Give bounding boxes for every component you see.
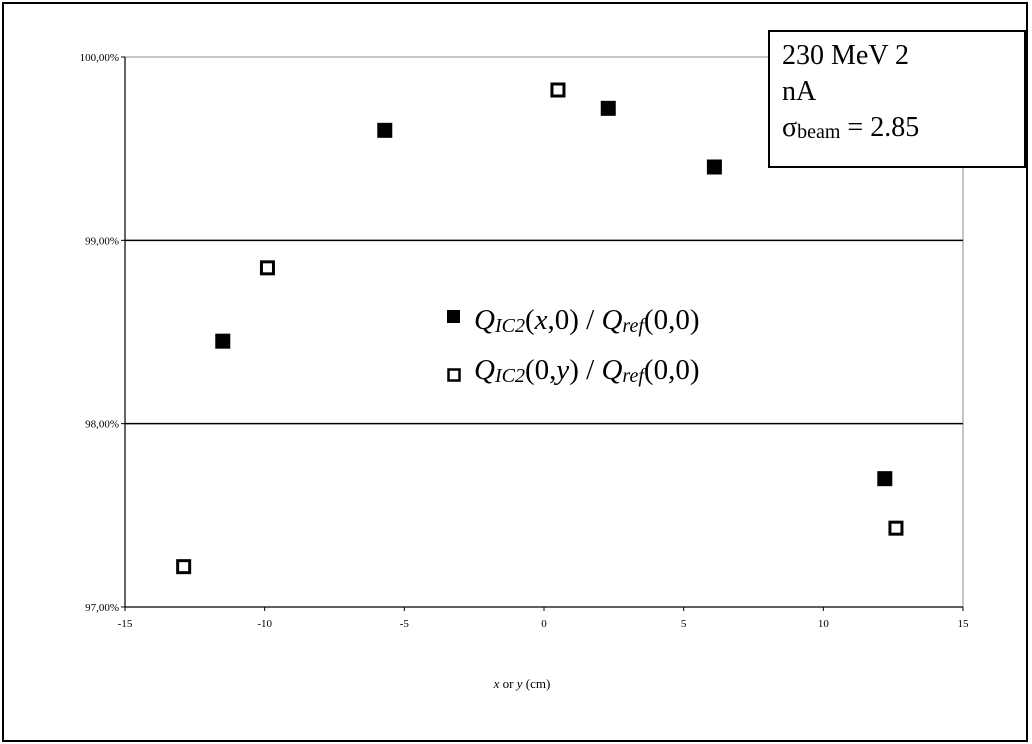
x-axis-title: x or y (cm) (493, 676, 551, 691)
sigma-symbol: σ (782, 112, 798, 143)
x-tick-label: 5 (681, 618, 687, 630)
x-tick-label: 15 (958, 618, 970, 630)
sigma-value: = 2.85 (840, 112, 920, 143)
legend-marker-open-square (447, 368, 461, 382)
data-point-filled (877, 471, 893, 487)
y-tick-labels: 97,00% 98,00% 99,00% 100,00% (80, 52, 119, 614)
legend: QIC2(x,0) / Qref(0,0) QIC2(0,y) / Qref(0… (447, 304, 699, 387)
beam-info-box: 230 MeV 2 nA σbeam = 2.85 (768, 30, 1026, 168)
data-point-open (550, 82, 566, 98)
y-tick-label: 100,00% (80, 52, 119, 64)
axes (121, 56, 964, 611)
x-tick-label: -10 (257, 618, 272, 630)
data-points (176, 82, 904, 575)
data-point-open (176, 559, 192, 575)
beam-current-line: nA (782, 76, 817, 107)
y-tick-label: 98,00% (85, 419, 119, 431)
y-tick-label: 97,00% (85, 602, 119, 614)
legend-entry-1: QIC2(x,0) / Qref(0,0) (474, 304, 699, 337)
gridlines (125, 239, 963, 425)
data-point-filled (377, 122, 393, 138)
beam-energy-line: 230 MeV 2 (782, 40, 910, 71)
x-tick-label: 0 (541, 618, 547, 630)
legend-entry-2: QIC2(0,y) / Qref(0,0) (474, 354, 699, 387)
data-point-filled (600, 100, 616, 116)
scatter-chart: 97,00% 98,00% 99,00% 100,00% -15 -10 -5 0 5 10 15… (80, 52, 969, 691)
x-tick-label: -15 (118, 618, 133, 630)
data-point-filled (215, 333, 231, 349)
sigma-subscript: beam (797, 121, 841, 143)
legend-marker-filled-square (447, 310, 460, 323)
data-point-filled (706, 159, 722, 175)
x-tick-label: 10 (818, 618, 830, 630)
x-tick-label: -5 (400, 618, 410, 630)
x-tick-labels: -15 -10 -5 0 5 10 15 (118, 618, 969, 630)
y-tick-label: 99,00% (85, 235, 119, 247)
data-point-open (259, 260, 275, 276)
beam-sigma-line: σbeam = 2.85 (782, 110, 1014, 150)
data-point-open (888, 520, 904, 536)
